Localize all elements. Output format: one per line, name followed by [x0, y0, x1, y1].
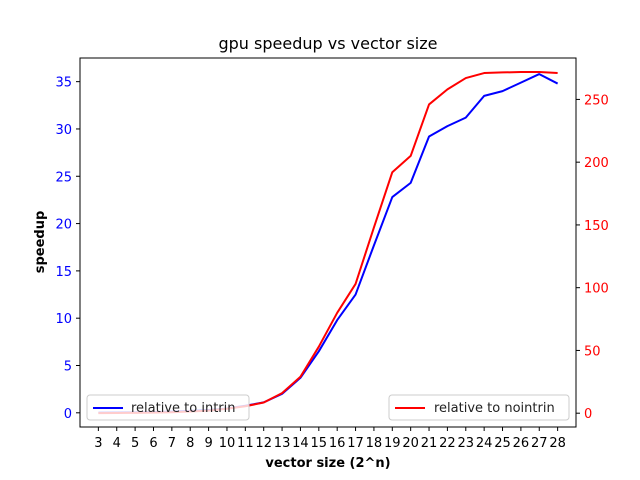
- legend-intrin-label: relative to intrin: [131, 401, 236, 416]
- right-tick-label: 250: [584, 93, 609, 108]
- legend-nointrin-label: relative to nointrin: [434, 401, 555, 416]
- x-tick-label: 18: [366, 436, 383, 451]
- x-tick-label: 5: [131, 436, 139, 451]
- x-tick-label: 13: [274, 436, 291, 451]
- left-tick-label: 10: [55, 312, 72, 327]
- x-axis-label: vector size (2^n): [265, 456, 390, 471]
- x-tick-label: 3: [94, 436, 102, 451]
- left-tick-label: 30: [55, 123, 72, 138]
- legend-intrin: relative to intrin: [86, 394, 250, 421]
- left-axis-ticks: 0 5 10 15 20 25 30 35: [55, 76, 80, 422]
- x-tick-label: 28: [549, 436, 566, 451]
- legend-nointrin: relative to nointrin: [388, 394, 570, 421]
- x-tick-label: 27: [531, 436, 548, 451]
- x-tick-label: 19: [384, 436, 401, 451]
- left-tick-label: 20: [55, 218, 72, 233]
- legend-intrin-box: [86, 394, 250, 421]
- x-tick-label: 8: [186, 436, 194, 451]
- y-axis-label: speedup: [33, 211, 48, 274]
- right-tick-label: 200: [584, 156, 609, 171]
- right-tick-label: 0: [584, 407, 592, 422]
- x-tick-label: 17: [347, 436, 364, 451]
- right-axis-ticks: 0 50 100 150 200 250: [576, 93, 609, 422]
- x-tick-label: 16: [329, 436, 346, 451]
- x-axis-ticks: 3 4 5 6 7 8 9 10 11 12 13 14 15 16 17 18 19 20 21 22 23 24 25 2…: [94, 427, 566, 451]
- x-tick-label: 7: [168, 436, 176, 451]
- x-tick-label: 24: [476, 436, 493, 451]
- x-tick-label: 21: [421, 436, 438, 451]
- x-tick-label: 12: [255, 436, 272, 451]
- left-tick-label: 5: [64, 360, 72, 375]
- x-tick-label: 9: [204, 436, 212, 451]
- right-tick-label: 100: [584, 282, 609, 297]
- x-tick-label: 10: [219, 436, 236, 451]
- x-tick-label: 15: [311, 436, 328, 451]
- plot-frame: [79, 57, 577, 428]
- legend-nointrin-box: [388, 394, 570, 421]
- x-tick-label: 11: [237, 436, 254, 451]
- left-tick-label: 15: [55, 265, 72, 280]
- left-tick-label: 0: [64, 407, 72, 422]
- x-tick-label: 6: [149, 436, 157, 451]
- x-tick-label: 25: [494, 436, 511, 451]
- x-tick-label: 23: [458, 436, 475, 451]
- left-tick-label: 25: [55, 170, 72, 185]
- x-tick-label: 20: [402, 436, 419, 451]
- chart-title: gpu speedup vs vector size: [218, 34, 437, 53]
- x-tick-label: 4: [113, 436, 121, 451]
- x-tick-label: 22: [439, 436, 456, 451]
- right-tick-label: 50: [584, 344, 601, 359]
- x-tick-label: 26: [513, 436, 530, 451]
- x-tick-label: 14: [292, 436, 309, 451]
- right-tick-label: 150: [584, 219, 609, 234]
- left-tick-label: 35: [55, 76, 72, 91]
